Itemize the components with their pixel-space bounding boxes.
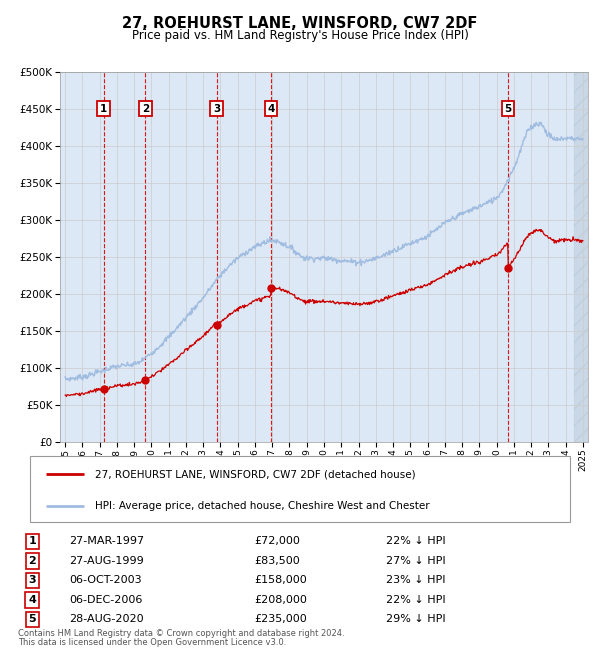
Text: Contains HM Land Registry data © Crown copyright and database right 2024.: Contains HM Land Registry data © Crown c…: [18, 629, 344, 638]
Text: £235,000: £235,000: [254, 614, 307, 625]
FancyBboxPatch shape: [30, 456, 570, 522]
Bar: [574, 72, 592, 442]
Text: 06-DEC-2006: 06-DEC-2006: [70, 595, 143, 605]
Text: Price paid vs. HM Land Registry's House Price Index (HPI): Price paid vs. HM Land Registry's House …: [131, 29, 469, 42]
Text: 27, ROEHURST LANE, WINSFORD, CW7 2DF (detached house): 27, ROEHURST LANE, WINSFORD, CW7 2DF (de…: [95, 469, 415, 479]
Text: 2: 2: [28, 556, 36, 566]
Text: 4: 4: [268, 103, 275, 114]
Text: 27, ROEHURST LANE, WINSFORD, CW7 2DF: 27, ROEHURST LANE, WINSFORD, CW7 2DF: [122, 16, 478, 31]
Text: 27-AUG-1999: 27-AUG-1999: [70, 556, 145, 566]
Text: £83,500: £83,500: [254, 556, 299, 566]
Text: This data is licensed under the Open Government Licence v3.0.: This data is licensed under the Open Gov…: [18, 638, 286, 647]
Text: 22% ↓ HPI: 22% ↓ HPI: [386, 595, 446, 605]
Text: £208,000: £208,000: [254, 595, 307, 605]
Text: 27-MAR-1997: 27-MAR-1997: [70, 536, 145, 547]
Text: 5: 5: [28, 614, 36, 625]
Text: 5: 5: [504, 103, 511, 114]
Text: 27% ↓ HPI: 27% ↓ HPI: [386, 556, 446, 566]
Text: 23% ↓ HPI: 23% ↓ HPI: [386, 575, 446, 586]
Text: 3: 3: [28, 575, 36, 586]
Text: 28-AUG-2020: 28-AUG-2020: [70, 614, 144, 625]
Text: £158,000: £158,000: [254, 575, 307, 586]
Text: 06-OCT-2003: 06-OCT-2003: [70, 575, 142, 586]
Text: 1: 1: [100, 103, 107, 114]
Text: 3: 3: [213, 103, 220, 114]
Text: 22% ↓ HPI: 22% ↓ HPI: [386, 536, 446, 547]
Text: HPI: Average price, detached house, Cheshire West and Chester: HPI: Average price, detached house, Ches…: [95, 501, 430, 511]
Text: 1: 1: [28, 536, 36, 547]
Text: 2: 2: [142, 103, 149, 114]
Text: 29% ↓ HPI: 29% ↓ HPI: [386, 614, 446, 625]
Text: 4: 4: [28, 595, 36, 605]
Text: £72,000: £72,000: [254, 536, 300, 547]
